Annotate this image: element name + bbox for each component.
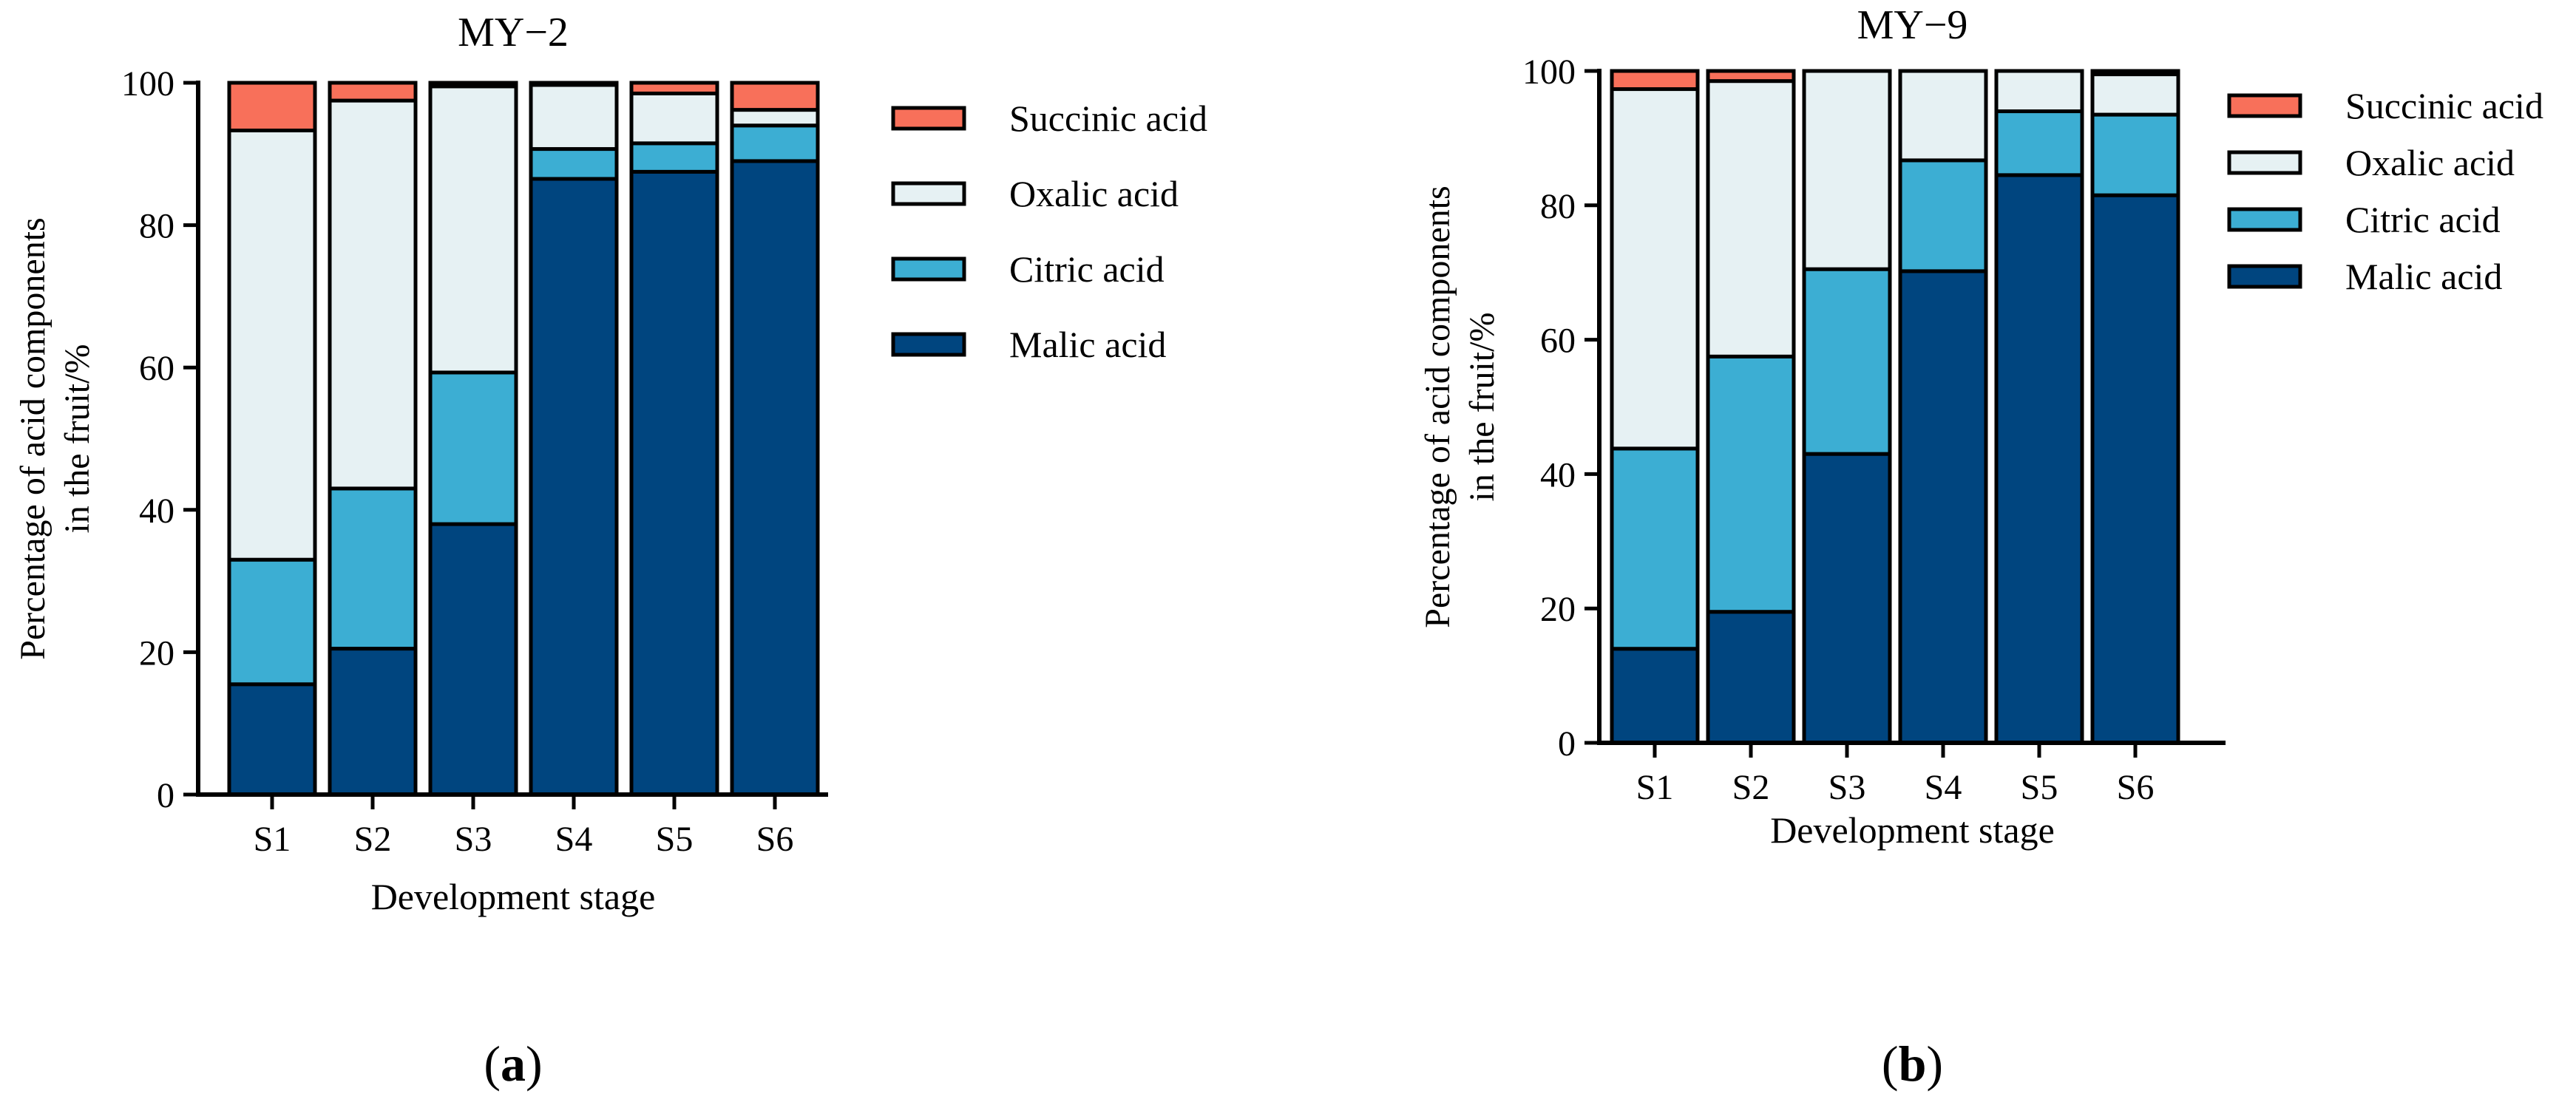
x-tick-label-s6: S6	[2117, 768, 2155, 807]
legend-swatch-malic-acid	[891, 332, 966, 357]
x-tick-label-s1: S1	[254, 820, 291, 859]
y-tick-label-100: 100	[1522, 52, 1576, 92]
bar-succinic-acid-s3	[428, 81, 518, 89]
bar-malic-acid-s5	[1994, 173, 2084, 745]
bar-citric-acid-s1	[227, 557, 317, 687]
y-tick-label-60: 60	[1540, 322, 1576, 361]
bar-succinic-acid-s6	[2090, 69, 2180, 77]
legend-swatch-citric-acid	[2227, 207, 2302, 232]
panel-label: (a)	[484, 1036, 542, 1092]
legend-swatch-succinic-acid	[891, 106, 966, 131]
bar-succinic-acid-s1	[227, 81, 317, 133]
bar-oxalic-acid-s1	[1610, 87, 1700, 451]
bar-citric-acid-s6	[730, 123, 820, 163]
bar-citric-acid-s1	[1610, 446, 1700, 651]
bar-citric-acid-s4	[1898, 158, 1988, 273]
bar-succinic-acid-s4	[529, 81, 619, 87]
y-tick-label-80: 80	[139, 207, 174, 246]
legend-label-malic-acid: Malic acid	[1009, 324, 1166, 365]
x-tick-label-s5: S5	[2021, 768, 2058, 807]
y-tick-label-20: 20	[139, 633, 174, 673]
bar-malic-acid-s2	[1706, 610, 1796, 745]
y-axis-label-line-1: Percentage of acid components	[13, 217, 52, 659]
legend-label-succinic-acid: Succinic acid	[2345, 85, 2543, 126]
bar-malic-acid-s6	[730, 159, 820, 797]
chart-title: MY−2	[458, 10, 569, 55]
bar-malic-acid-s3	[1802, 452, 1892, 745]
y-tick-label-100: 100	[121, 64, 174, 103]
bar-oxalic-acid-s3	[1802, 69, 1892, 271]
bar-malic-acid-s2	[328, 647, 418, 797]
x-tick-label-s6: S6	[756, 820, 794, 859]
bar-malic-acid-s1	[1610, 647, 1700, 745]
x-axis-label: Development stage	[1770, 809, 2055, 851]
x-tick-label-s2: S2	[354, 820, 392, 859]
bar-citric-acid-s6	[2090, 112, 2180, 197]
bar-oxalic-acid-s5	[1994, 69, 2084, 114]
legend-label-oxalic-acid: Oxalic acid	[2345, 142, 2515, 183]
legend-swatch-succinic-acid	[2227, 93, 2302, 118]
y-tick-label-40: 40	[139, 492, 174, 531]
bar-succinic-acid-s2	[328, 81, 418, 103]
y-tick-label-0: 0	[157, 776, 174, 815]
x-tick-label-s1: S1	[1636, 768, 1674, 807]
x-tick-label-s2: S2	[1732, 768, 1770, 807]
bar-oxalic-acid-s6	[730, 108, 820, 128]
y-axis-label-line-2: in the fruit/%	[1462, 313, 1502, 502]
bar-malic-acid-s4	[529, 177, 619, 797]
y-axis-label-line-2: in the fruit/%	[58, 344, 97, 534]
bar-malic-acid-s3	[428, 522, 518, 797]
y-tick-label-80: 80	[1540, 187, 1576, 226]
x-axis-label: Development stage	[371, 876, 656, 917]
legend-label-malic-acid: Malic acid	[2345, 256, 2502, 297]
legend-swatch-malic-acid	[2227, 264, 2302, 289]
bar-citric-acid-s4	[529, 147, 619, 181]
y-axis-label-line-1: Percentage of acid components	[1418, 186, 1457, 628]
legend-label-citric-acid: Citric acid	[1009, 248, 1165, 290]
y-tick-label-20: 20	[1540, 590, 1576, 629]
bar-succinic-acid-s6	[730, 81, 820, 112]
bar-citric-acid-s5	[1994, 109, 2084, 177]
bar-citric-acid-s5	[629, 141, 719, 174]
x-tick-label-s4: S4	[1925, 768, 1962, 807]
panel-label: (b)	[1882, 1036, 1943, 1092]
bar-citric-acid-s2	[1706, 354, 1796, 614]
legend-swatch-oxalic-acid	[891, 181, 966, 206]
x-tick-label-s3: S3	[1828, 768, 1866, 807]
y-tick-label-0: 0	[1558, 724, 1576, 764]
bar-oxalic-acid-s3	[428, 84, 518, 375]
bar-succinic-acid-s5	[629, 81, 719, 95]
bar-oxalic-acid-s2	[328, 98, 418, 491]
legend-label-succinic-acid: Succinic acid	[1009, 98, 1207, 139]
bar-malic-acid-s5	[629, 169, 719, 797]
legend-label-oxalic-acid: Oxalic acid	[1009, 173, 1179, 214]
legend-swatch-oxalic-acid	[2227, 150, 2302, 175]
y-tick-label-60: 60	[139, 349, 174, 388]
x-tick-label-s4: S4	[555, 820, 593, 859]
bar-citric-acid-s3	[428, 370, 518, 526]
bar-malic-acid-s4	[1898, 269, 1988, 745]
legend-label-citric-acid: Citric acid	[2345, 199, 2501, 240]
panel-a: MY−2 0 20 40 60 80 100 S1 S2 S3 S4 S5 S6 Development …	[13, 10, 1207, 1092]
chart-title: MY−9	[1857, 2, 1968, 48]
bar-oxalic-acid-s4	[1898, 69, 1988, 163]
bar-malic-acid-s1	[227, 682, 317, 797]
bar-succinic-acid-s2	[1706, 69, 1796, 84]
bar-succinic-acid-s1	[1610, 69, 1700, 92]
bar-malic-acid-s6	[2090, 193, 2180, 745]
bar-oxalic-acid-s1	[227, 129, 317, 562]
bar-citric-acid-s2	[328, 486, 418, 651]
x-tick-label-s3: S3	[455, 820, 492, 859]
bar-oxalic-acid-s4	[529, 83, 619, 152]
bar-oxalic-acid-s6	[2090, 72, 2180, 117]
bar-oxalic-acid-s2	[1706, 79, 1796, 358]
x-tick-label-s5: S5	[656, 820, 694, 859]
panel-b: MY−9 0 20 40 60 80 100 S1 S2 S3 S4 S5 S6 Development …	[1418, 2, 2543, 1092]
bar-citric-acid-s3	[1802, 267, 1892, 456]
legend-swatch-citric-acid	[891, 256, 966, 282]
y-tick-label-40: 40	[1540, 455, 1576, 494]
bar-oxalic-acid-s5	[629, 91, 719, 146]
